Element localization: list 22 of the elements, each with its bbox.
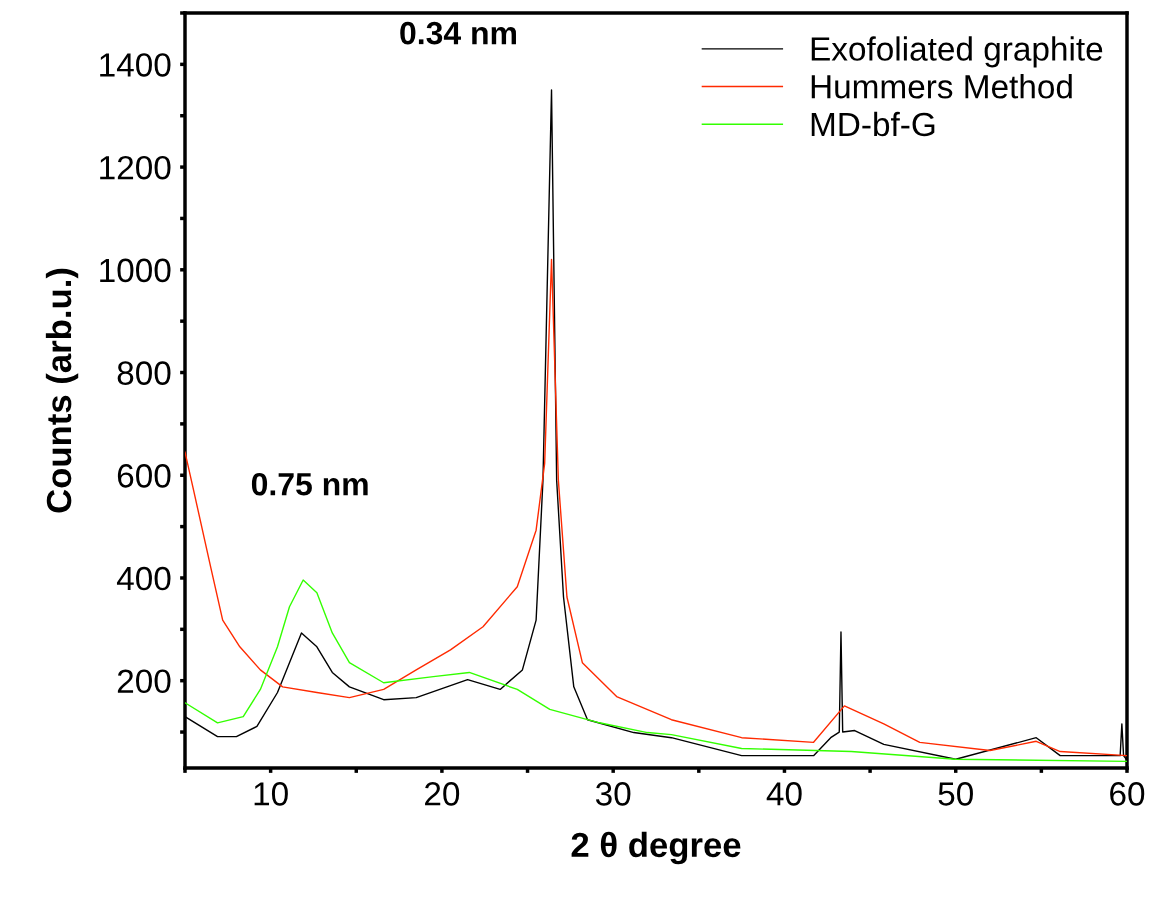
x-tick-label: 30 [595,782,631,806]
line-series [185,258,1127,757]
y-tick-label: 600 [117,464,171,488]
y-tick-label: 800 [117,361,171,385]
x-tick-label: 40 [766,782,802,806]
legend-label: MD-bf-G [811,111,935,137]
x-tick-label: 60 [1110,782,1145,806]
y-tick-label: 1000 [100,258,171,283]
x-tick-label: 50 [938,782,973,806]
annotation: 0.75 nm [251,472,368,496]
line-series [185,579,1127,763]
annotation: 0.34 nm [400,21,516,45]
y-tick-label: 1200 [100,155,171,180]
y-tick-label: 1400 [100,53,171,77]
y-axis-title: Counts (arb.u.) [45,268,79,513]
x-tick-label: 10 [254,782,288,806]
legend-label: Exofoliated graphite [811,36,1103,68]
y-tick-label: 400 [116,566,171,591]
x-tick-label: 20 [425,782,460,806]
y-tick-label: 200 [117,669,171,694]
x-axis-title: 2 θ degree [571,831,741,865]
legend-label: Hummers Method [811,74,1072,99]
